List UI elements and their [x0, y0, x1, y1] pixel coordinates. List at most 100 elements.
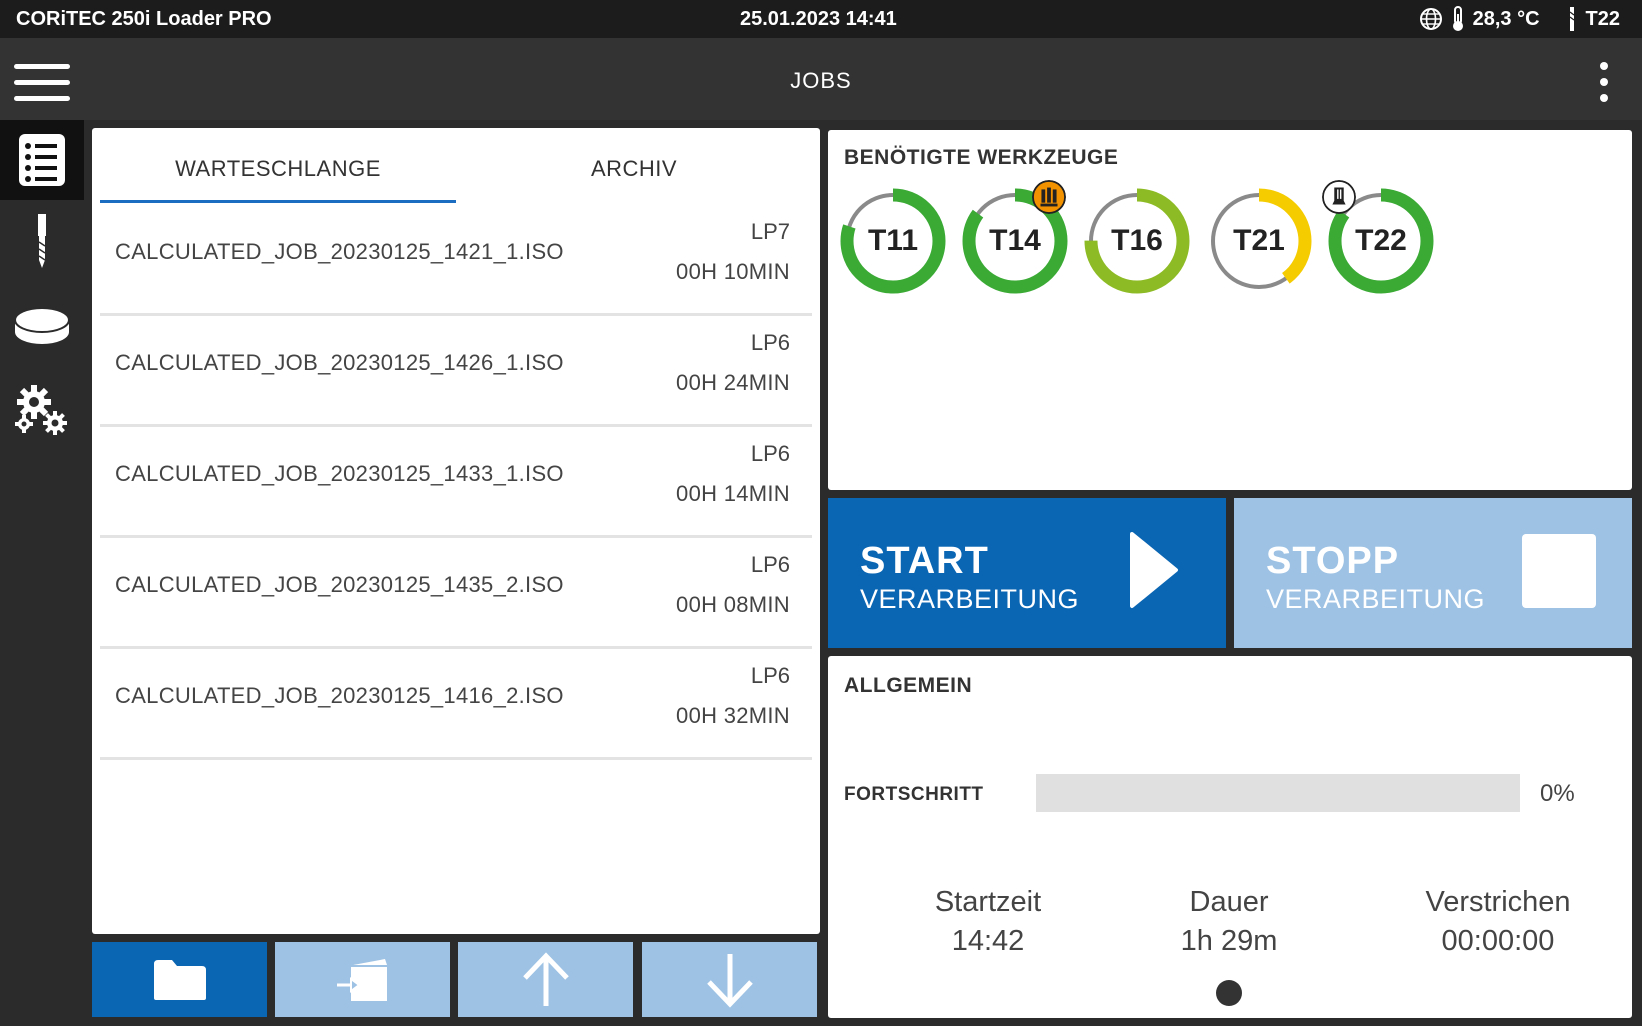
job-name: CALCULATED_JOB_20230125_1433_1.ISO — [115, 461, 564, 486]
page-indicator-dot[interactable] — [1216, 980, 1242, 1006]
tool-icon — [38, 214, 46, 268]
open-folder-button[interactable] — [92, 942, 267, 1017]
current-tool: T22 — [1585, 7, 1620, 30]
stat-label: Dauer — [1189, 886, 1269, 918]
status-indicators: 28,3 °C T22 — [1419, 6, 1620, 32]
app-name: CORiTEC 250i Loader PRO — [16, 8, 272, 30]
stat-value: 00:00:00 — [1441, 925, 1555, 957]
job-row[interactable]: CALCULATED_JOB_20230125_1421_1.ISO LP7 0… — [100, 203, 812, 316]
tool-ring — [1206, 188, 1312, 294]
hamburger-menu-icon[interactable] — [14, 64, 70, 104]
active-tool-icon — [1322, 180, 1356, 214]
job-lp: LP6 — [750, 663, 790, 688]
tab-warteschlange[interactable]: WARTESCHLANGE — [175, 156, 381, 181]
job-name: CALCULATED_JOB_20230125_1435_2.ISO — [115, 572, 564, 597]
stat-duration: Dauer 1h 29m — [1099, 886, 1359, 958]
start-subtitle: VERARBEITUNG — [860, 584, 1080, 614]
tool-bit-icon — [1569, 7, 1574, 31]
nav-settings[interactable] — [0, 370, 84, 450]
queue-tabs: WARTESCHLANGE ARCHIV — [100, 128, 812, 203]
globe-icon — [1419, 8, 1442, 30]
nav-tools[interactable] — [0, 202, 84, 282]
job-row[interactable]: CALCULATED_JOB_20230125_1416_2.ISO LP6 0… — [100, 647, 812, 760]
move-down-button[interactable] — [642, 942, 817, 1017]
stop-icon — [1522, 534, 1596, 608]
tool-t21[interactable]: T21 — [1204, 186, 1314, 296]
arrow-down-icon — [706, 953, 753, 1008]
tool-label: T11 — [867, 224, 919, 257]
date-time: 25.01.2023 14:41 — [740, 8, 897, 30]
job-row[interactable]: CALCULATED_JOB_20230125_1426_1.ISO LP6 0… — [100, 314, 812, 427]
tool-label: T14 — [989, 224, 1041, 257]
nav-jobs[interactable] — [0, 120, 84, 200]
tool-ring-arc — [1206, 188, 1312, 294]
side-nav — [0, 120, 84, 1026]
stat-value: 1h 29m — [1180, 925, 1278, 957]
tool-t16[interactable]: T16 — [1082, 186, 1192, 296]
job-queue-panel: WARTESCHLANGE ARCHIV CALCULATED_JOB_2023… — [92, 128, 820, 934]
thermometer-icon — [1452, 6, 1463, 31]
tool-ring — [1328, 188, 1434, 294]
tool-label: T16 — [1111, 224, 1163, 257]
job-lp: LP6 — [750, 441, 790, 466]
job-row[interactable]: CALCULATED_JOB_20230125_1433_1.ISO LP6 0… — [100, 425, 812, 538]
tool-t14[interactable]: T14 — [960, 180, 1070, 296]
stat-elapsed: Verstrichen 00:00:00 — [1368, 886, 1628, 958]
tool-ring — [962, 188, 1068, 294]
title-bar: JOBS — [0, 38, 1642, 120]
job-duration: 00H 24MIN — [676, 370, 790, 395]
required-tools-panel: BENÖTIGTE WERKZEUGE T11 T14 T16 T21 T22 — [828, 130, 1632, 490]
tool-t22[interactable]: T22 — [1322, 180, 1436, 296]
job-duration: 00H 10MIN — [676, 259, 790, 284]
start-title: START — [860, 540, 989, 582]
progress-label: FORTSCHRITT — [844, 784, 984, 805]
job-name: CALCULATED_JOB_20230125_1421_1.ISO — [115, 239, 564, 264]
move-up-button[interactable] — [458, 942, 633, 1017]
job-list-icon — [19, 134, 65, 186]
start-processing-button[interactable]: START VERARBEITUNG — [828, 498, 1226, 648]
progress-percent: 0% — [1540, 780, 1575, 807]
job-lp: LP6 — [750, 552, 790, 577]
stat-start-time: Startzeit 14:42 — [858, 886, 1118, 958]
job-duration: 00H 14MIN — [676, 481, 790, 506]
settings-icon — [15, 385, 67, 435]
temperature: 28,3 °C — [1472, 7, 1540, 30]
page-title: JOBS — [790, 68, 852, 93]
tool-t11[interactable]: T11 — [838, 186, 948, 296]
nav-material[interactable] — [0, 286, 84, 366]
arrow-up-icon — [522, 951, 569, 1006]
stat-label: Startzeit — [934, 886, 1042, 918]
job-row[interactable]: CALCULATED_JOB_20230125_1435_2.ISO LP6 0… — [100, 536, 812, 649]
stop-title: STOPP — [1266, 540, 1400, 582]
folder-icon — [153, 959, 206, 1000]
job-duration: 00H 08MIN — [676, 592, 790, 617]
tool-label: T21 — [1233, 224, 1285, 257]
stop-processing-button[interactable]: STOPP VERARBEITUNG — [1234, 498, 1632, 648]
tab-archiv[interactable]: ARCHIV — [590, 156, 678, 181]
active-tab-indicator — [100, 200, 456, 203]
tool-ring-arc — [840, 188, 946, 294]
status-bar: CORiTEC 250i Loader PRO 25.01.2023 14:41… — [0, 0, 1642, 38]
progress-bar — [1036, 774, 1520, 812]
job-name: CALCULATED_JOB_20230125_1416_2.ISO — [115, 683, 564, 708]
job-duration: 00H 32MIN — [676, 703, 790, 728]
tool-ring — [840, 188, 946, 294]
tool-ring-arc — [1328, 188, 1434, 294]
warning-icon — [1032, 180, 1066, 214]
job-name: CALCULATED_JOB_20230125_1426_1.ISO — [115, 350, 564, 375]
more-options-icon[interactable] — [1598, 62, 1610, 106]
play-icon — [1130, 532, 1178, 608]
general-panel: ALLGEMEIN FORTSCHRITT 0% Startzeit 14:42… — [828, 656, 1632, 1018]
tool-ring-arc — [962, 188, 1068, 294]
disc-icon — [14, 307, 70, 344]
job-lp: LP6 — [750, 330, 790, 355]
stat-value: 14:42 — [951, 925, 1025, 957]
tools-title: BENÖTIGTE WERKZEUGE — [844, 146, 1119, 169]
tool-ring-arc — [1084, 188, 1190, 294]
stop-subtitle: VERARBEITUNG — [1266, 584, 1486, 614]
tool-ring — [1084, 188, 1190, 294]
load-job-icon — [336, 958, 387, 1001]
load-job-button[interactable] — [275, 942, 450, 1017]
general-title: ALLGEMEIN — [844, 674, 973, 697]
tool-label: T22 — [1355, 224, 1407, 257]
